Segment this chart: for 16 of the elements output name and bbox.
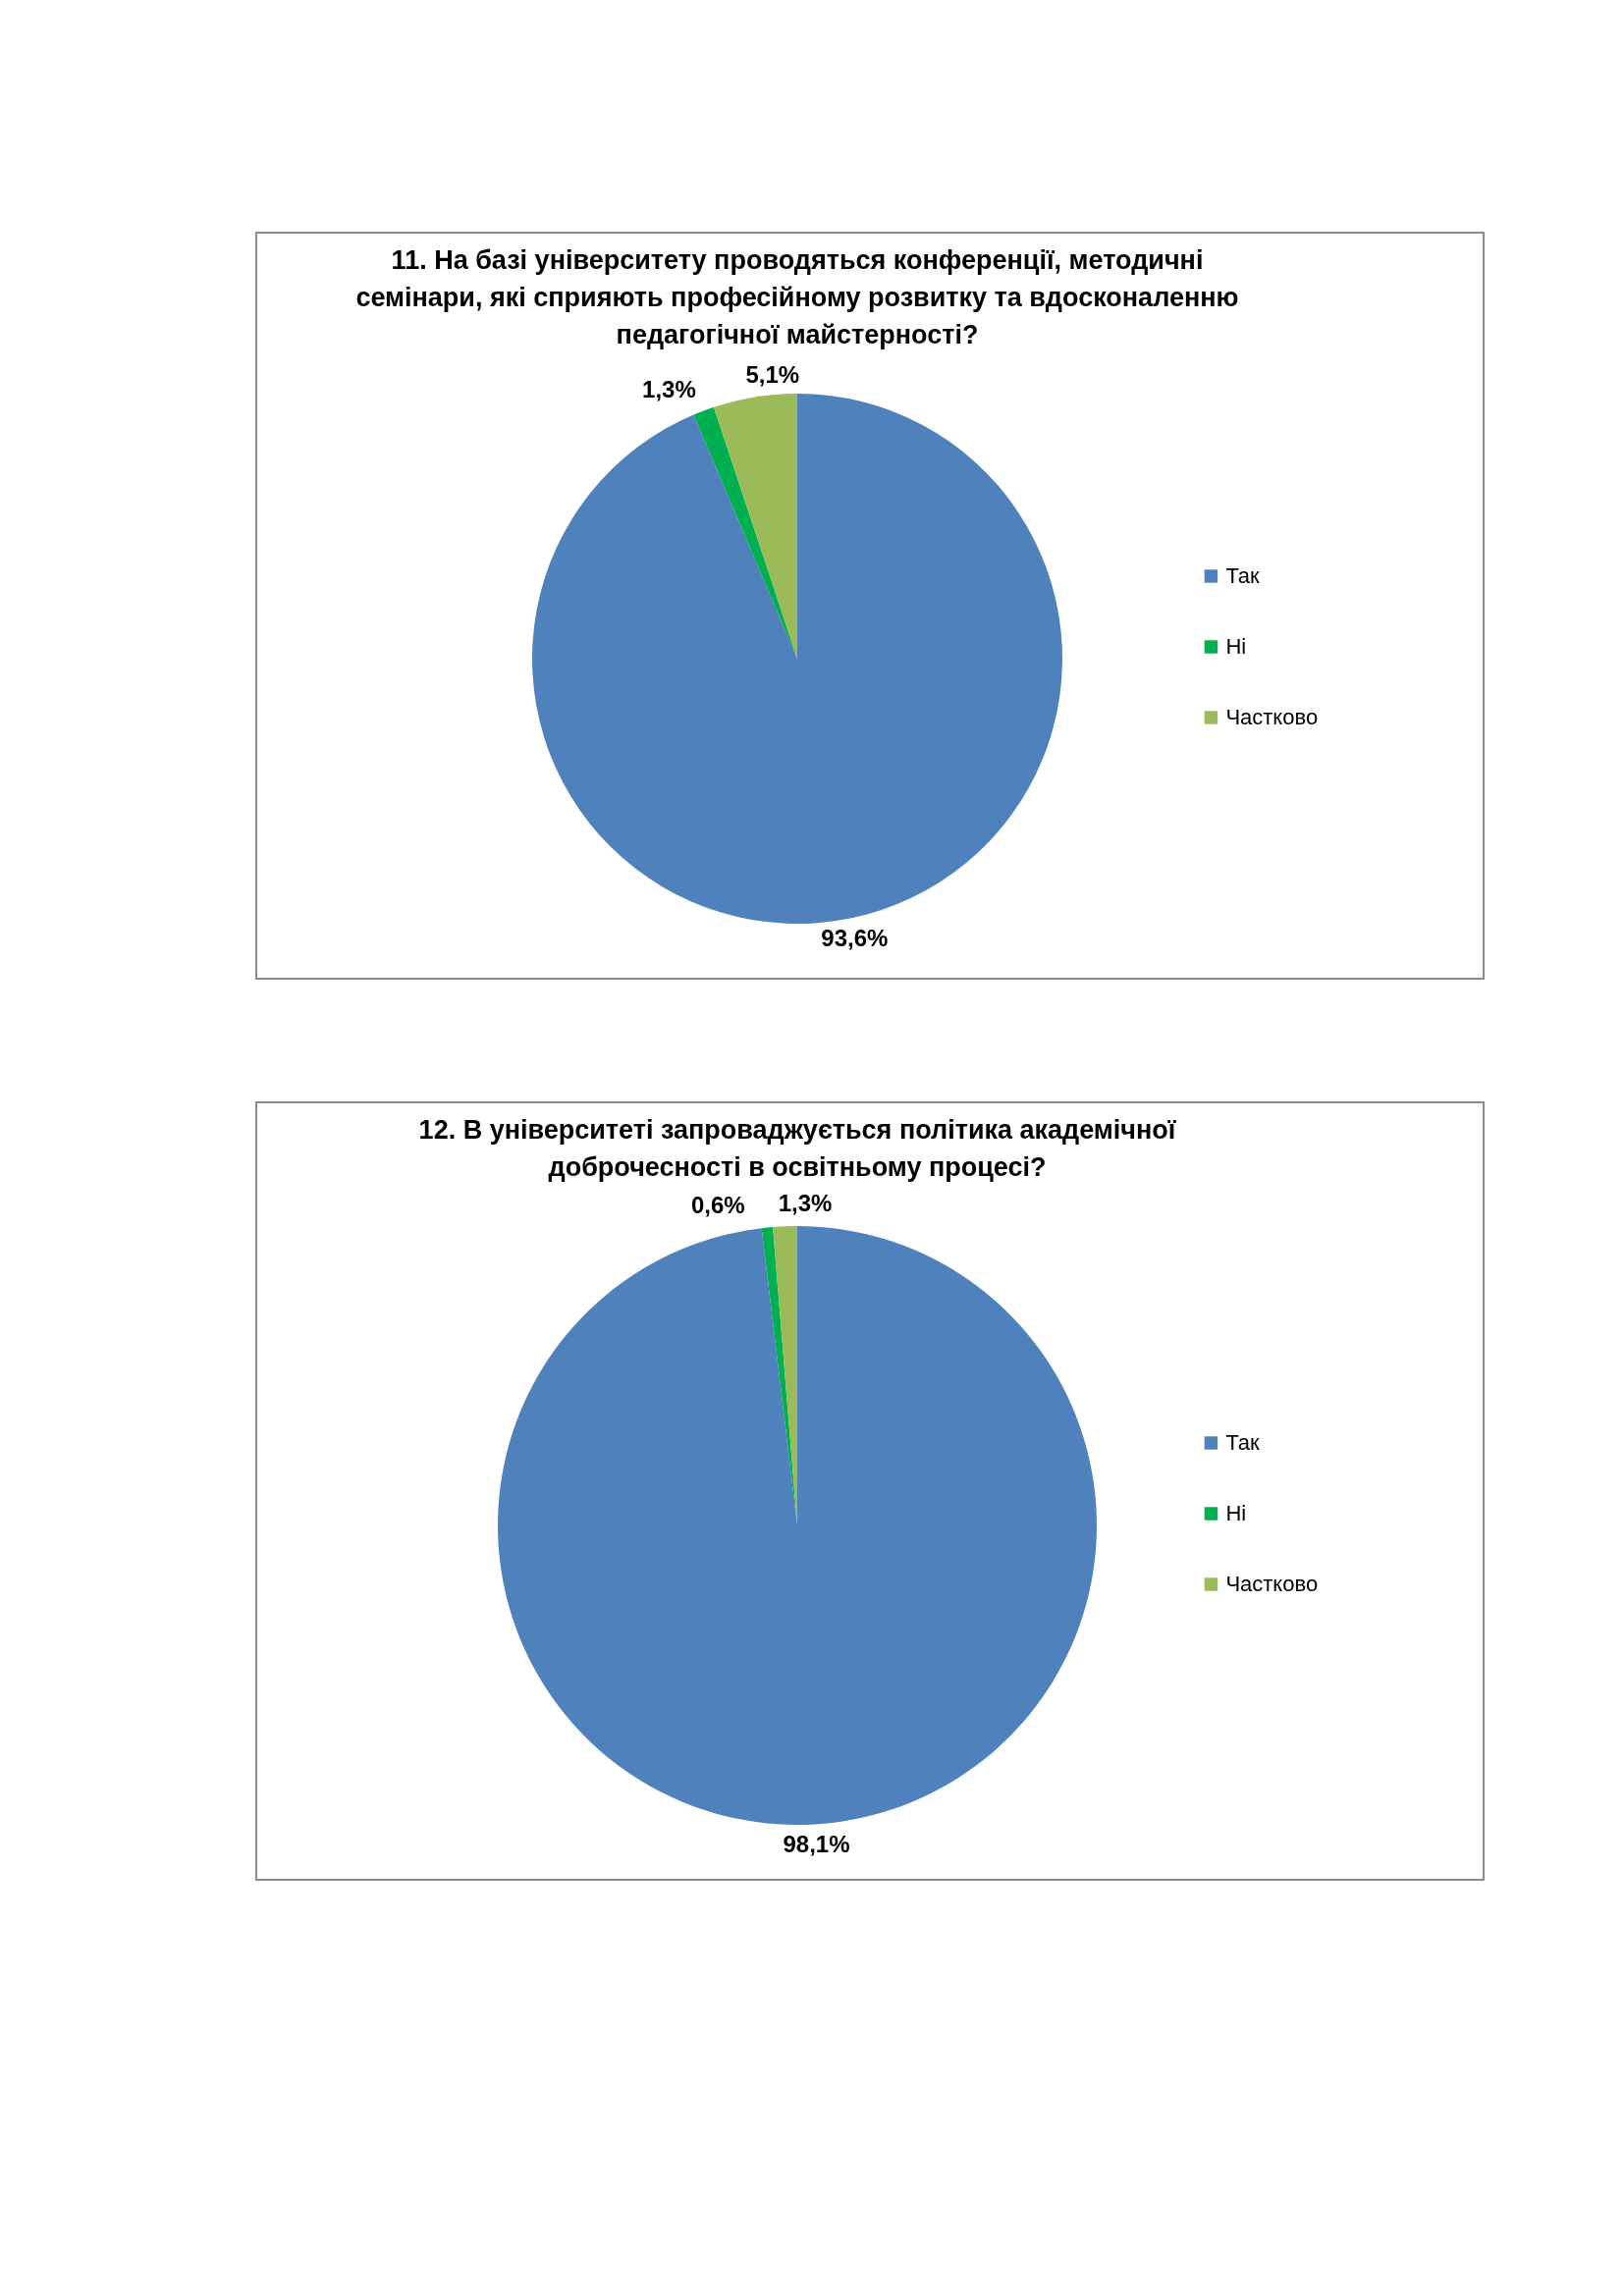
pie-slice — [713, 394, 797, 659]
data-label: 93,6% — [821, 925, 889, 952]
data-label: 0,6% — [690, 1191, 745, 1218]
legend-label: Так — [1225, 563, 1261, 588]
legend-label: Ні — [1225, 1501, 1247, 1525]
data-label: 1,3% — [642, 375, 696, 402]
legend-label: Так — [1225, 1430, 1261, 1455]
chart-title: 12. В університеті запроваджується політика академічної доброчесності в освітньому процесі? — [418, 1115, 1177, 1182]
data-label: 98,1% — [783, 1831, 850, 1858]
data-label: 5,1% — [745, 360, 800, 388]
data-label: 1,3% — [778, 1190, 833, 1217]
legend-label: Частково — [1225, 705, 1319, 729]
pie-slice — [498, 1226, 1097, 1825]
legend-label: Ні — [1225, 634, 1247, 659]
legend-label: Частково — [1225, 1572, 1319, 1596]
chart-title: 11. На базі університету проводяться конференції, методичні семінари, які сприяють професійному розвитку та вдосконаленню педагогічної майстерності? — [355, 245, 1239, 349]
